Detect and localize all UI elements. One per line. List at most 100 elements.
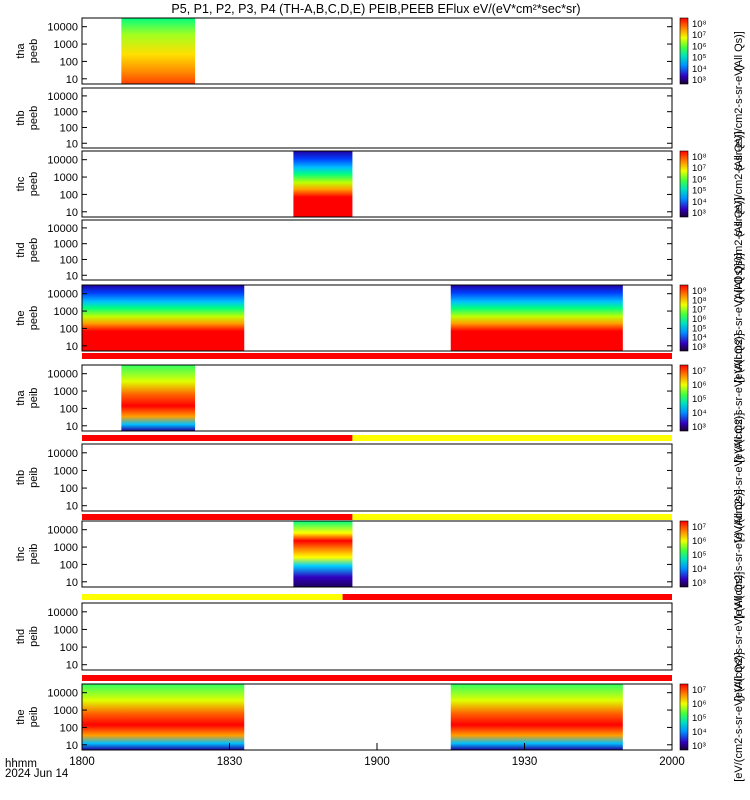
panel-label-probe: thd: [15, 242, 27, 257]
colorbar-tick-label: 10⁵: [692, 53, 707, 64]
data-block-1: [293, 521, 353, 587]
colorbar-tick-label: 10⁴: [692, 333, 707, 344]
colorbar-tick-label: 10⁵: [692, 713, 707, 724]
date-label: 2024 Jun 14: [5, 768, 69, 780]
y-tick-label: 10: [66, 740, 78, 752]
colorbar-tick-label: 10⁴: [692, 564, 707, 575]
colorbar-tick-label: 10⁶: [692, 41, 707, 52]
colorbar-units: (All Qs)]: [733, 31, 745, 71]
quality-bar: [82, 514, 672, 520]
colorbar-tick-label: 10⁶: [692, 699, 707, 710]
panel-frame: [81, 443, 673, 512]
y-tick-label: 100: [60, 559, 78, 571]
y-tick-label: 1000: [54, 465, 78, 477]
y-tick-label: 1000: [54, 624, 78, 636]
panel-thb-peeb: 10 100 1000 10000 thb peeb (All Qs)]/cm2-s-sr-…: [15, 65, 745, 171]
colorbar-tick-label: 10⁴: [692, 408, 707, 419]
y-tick-label: 1000: [54, 39, 78, 51]
colorbar-tick-label: 10⁵: [692, 186, 707, 197]
panel-label-probe: thb: [15, 470, 27, 485]
panel-the-peib: 10 100 1000 10000 the peib 10⁷ 10⁶ 10⁵ 10⁴ 10³ [eV/…: [15, 652, 745, 782]
y-tick-label: 10: [66, 577, 78, 589]
panel-label-product: peib: [28, 544, 40, 565]
colorbar-units: [eV/(cm2-s-sr-eV) (All Qs)]: [733, 652, 745, 782]
colorbar-units: (All Qs)]/cm2-s-sr-eV): [733, 65, 745, 171]
x-axis: 1800 1830 1900 1930 2000: [69, 743, 685, 768]
panel-frame: [81, 364, 673, 432]
colorbar-tick-label: 10⁸: [692, 295, 707, 306]
colorbar-tick-label: 10⁷: [692, 522, 707, 533]
colorbar: [679, 520, 689, 588]
colorbar-tick-label: 10⁴: [692, 727, 707, 738]
colorbar-tick-label: 10⁶: [692, 174, 707, 185]
y-tick-label: 10000: [47, 688, 78, 700]
quality-bar: [82, 353, 672, 359]
panel-label-product: peib: [28, 626, 40, 647]
quality-segment-yellow: [352, 435, 672, 441]
colorbar-tick-label: 10⁴: [692, 64, 707, 75]
quality-bar: [82, 675, 672, 681]
data-block-2: [450, 684, 623, 750]
y-tick-label: 1000: [54, 386, 78, 398]
colorbar-tick-label: 10⁵: [692, 550, 707, 561]
y-tick-label: 100: [60, 254, 78, 266]
quality-bar: [82, 594, 672, 600]
data-block-2: [450, 285, 623, 351]
colorbar: [679, 150, 689, 218]
colorbar-tick-label: 10⁸: [692, 19, 707, 30]
chart-title: P5, P1, P2, P3, P4 (TH-A,B,C,D,E) PEIB,P…: [171, 2, 580, 16]
y-tick-label: 100: [60, 56, 78, 68]
x-tick-label: 1900: [364, 756, 390, 768]
y-tick-label: 10: [66, 501, 78, 513]
y-tick-label: 10000: [47, 525, 78, 537]
panel-label-product: peib: [28, 707, 40, 728]
y-tick-label: 1000: [54, 239, 78, 251]
y-tick-label: 100: [60, 403, 78, 415]
colorbar: [679, 683, 689, 751]
colorbar-tick-label: 10³: [692, 741, 706, 752]
panel-thd-peeb: 10 100 1000 10000 thd peeb (All Qs)]/cm2-s-sr-…: [15, 197, 745, 303]
colorbar-tick-label: 10⁶: [692, 536, 707, 547]
data-block-1: [82, 285, 245, 351]
y-tick-label: 10: [66, 138, 78, 150]
colorbar-tick-label: 10³: [692, 75, 706, 86]
panel-thc-peib: 10 100 1000 10000 thc peib 10⁷ 10⁶ 10⁵ 10⁴ 10³ [eV/…: [15, 489, 745, 619]
x-tick-label: 1800: [69, 756, 95, 768]
panel-label-product: peeb: [28, 238, 40, 262]
colorbar-units: (All Qs)]/cm2-s-sr-eV): [733, 197, 745, 303]
panel-label-probe: thc: [15, 546, 27, 561]
panel-label-product: peeb: [28, 106, 40, 130]
y-tick-label: 10: [66, 74, 78, 86]
colorbar-tick-label: 10⁷: [692, 366, 707, 377]
x-tick-label: 2000: [659, 756, 685, 768]
x-tick-label: 1830: [217, 756, 243, 768]
y-tick-label: 1000: [54, 705, 78, 717]
quality-segment-yellow: [82, 594, 343, 600]
panel-label-product: peeb: [28, 172, 40, 196]
y-tick-label: 10000: [47, 22, 78, 34]
y-tick-label: 100: [60, 722, 78, 734]
colorbar-units: [eV/(cm2-s-sr-eV) (All Qs)]: [733, 572, 745, 702]
colorbar-tick-label: 10³: [692, 422, 706, 433]
colorbar-tick-label: 10⁶: [692, 380, 707, 391]
colorbar: [679, 284, 689, 352]
colorbar-tick-label: 10⁷: [692, 305, 707, 316]
panel-label-probe: tha: [15, 389, 27, 405]
panel-label-probe: tha: [15, 42, 27, 58]
y-tick-label: 10000: [47, 223, 78, 235]
y-tick-label: 1000: [54, 172, 78, 184]
panel-frame: [81, 219, 673, 281]
quality-segment-red: [82, 435, 353, 441]
y-tick-label: 1000: [54, 306, 78, 318]
y-tick-label: 10000: [47, 289, 78, 301]
panel-label-probe: the: [15, 709, 27, 724]
panel-frame: [81, 520, 673, 588]
quality-segment-red: [82, 675, 672, 681]
panel-frame: [81, 602, 673, 671]
y-tick-label: 10: [66, 421, 78, 433]
colorbar: [679, 17, 689, 85]
y-tick-label: 100: [60, 483, 78, 495]
